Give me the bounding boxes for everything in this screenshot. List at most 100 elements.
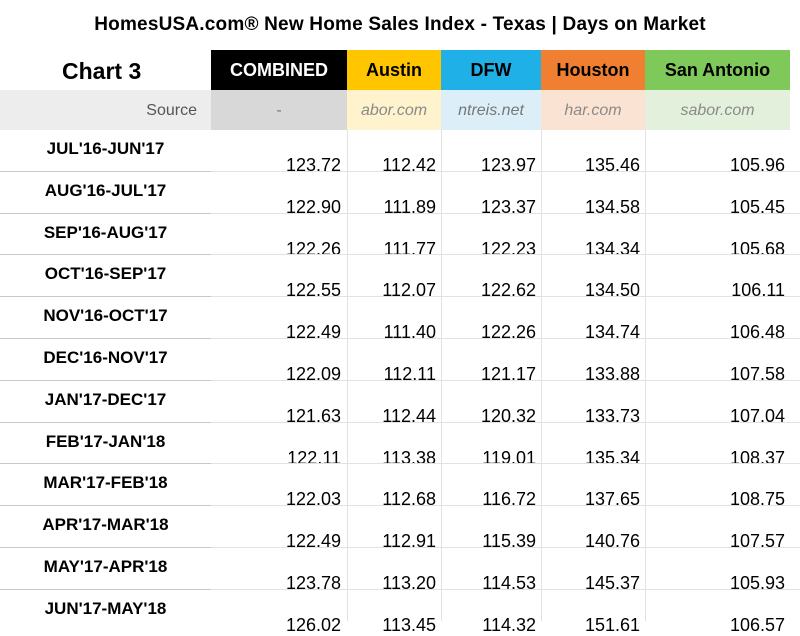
cell-dfw: 120.32 bbox=[480, 405, 536, 426]
column-header-combined: COMBINED bbox=[211, 50, 347, 90]
table-row: MAY'17-APR'18 123.78 113.20 114.53 145.37 105… bbox=[0, 548, 800, 593]
table-row: OCT'16-SEP'17 122.55 112.07 122.62 134.50 106… bbox=[0, 255, 800, 300]
cell-san-antonio: 108.75 bbox=[729, 489, 785, 510]
column-header-san-antonio: San Antonio bbox=[645, 50, 790, 90]
cell-austin: 112.44 bbox=[382, 405, 436, 426]
cell-dfw: 114.53 bbox=[482, 573, 536, 593]
cell-houston: 137.65 bbox=[584, 489, 640, 510]
row-divider bbox=[0, 379, 211, 381]
cell-combined: 123.78 bbox=[285, 573, 341, 593]
column-divider bbox=[645, 130, 646, 621]
cell-houston: 134.58 bbox=[584, 196, 640, 217]
source-combined: - bbox=[211, 90, 347, 130]
cell-combined: 122.03 bbox=[285, 489, 341, 510]
source-label: Source bbox=[0, 90, 211, 130]
cell-san-antonio: 107.58 bbox=[729, 364, 785, 384]
row-divider bbox=[0, 588, 211, 590]
row-period-label: MAY'17-APR'18 bbox=[43, 557, 168, 576]
cell-austin: 113.45 bbox=[382, 614, 436, 635]
row-divider bbox=[211, 212, 800, 214]
row-divider bbox=[0, 421, 211, 423]
column-header-houston: Houston bbox=[541, 50, 645, 90]
source-austin: abor.com bbox=[347, 90, 441, 130]
table-row: JUL'16-JUN'17 123.72 112.42 123.97 135.46 105… bbox=[0, 130, 800, 175]
source-san-antonio: sabor.com bbox=[645, 90, 790, 130]
cell-dfw: 121.17 bbox=[480, 364, 536, 384]
row-period-label: AUG'16-JUL'17 bbox=[44, 180, 167, 200]
cell-san-antonio: 106.11 bbox=[731, 280, 785, 301]
row-period-label: MAR'17-FEB'18 bbox=[43, 473, 168, 493]
cell-san-antonio: 106.48 bbox=[729, 322, 785, 343]
row-period-label: APR'17-MAR'18 bbox=[42, 515, 169, 535]
row-divider bbox=[211, 588, 800, 590]
column-header-dfw: DFW bbox=[441, 50, 541, 90]
cell-combined: 122.49 bbox=[285, 531, 341, 552]
cell-san-antonio: 107.04 bbox=[729, 405, 785, 426]
source-dfw: ntreis.net bbox=[441, 90, 541, 130]
cell-houston: 135.34 bbox=[584, 447, 640, 468]
cell-combined: 122.26 bbox=[285, 238, 341, 259]
cell-combined: 122.09 bbox=[285, 364, 341, 384]
row-divider bbox=[211, 170, 800, 172]
cell-combined: 122.49 bbox=[285, 322, 341, 343]
row-period-label: DEC'16-NOV'17 bbox=[43, 348, 168, 367]
cell-austin: 112.07 bbox=[382, 280, 436, 301]
cell-san-antonio: 105.45 bbox=[729, 196, 785, 217]
table-row: MAR'17-FEB'18 122.03 112.68 116.72 137.65 108… bbox=[0, 464, 800, 509]
cell-combined: 126.02 bbox=[285, 614, 341, 635]
cell-houston: 134.50 bbox=[584, 280, 640, 301]
column-divider bbox=[441, 130, 442, 621]
row-divider bbox=[0, 254, 211, 256]
row-divider bbox=[211, 505, 800, 507]
cell-austin: 113.38 bbox=[382, 447, 436, 468]
table-row: JAN'17-DEC'17 121.63 112.44 120.32 133.73 107… bbox=[0, 381, 800, 426]
row-divider bbox=[211, 421, 800, 423]
cell-houston: 140.76 bbox=[584, 531, 640, 552]
row-divider bbox=[211, 337, 800, 339]
cell-combined: 123.72 bbox=[285, 155, 341, 175]
row-divider bbox=[0, 337, 211, 339]
table-row: JUN'17-MAY'18 126.02 113.45 114.32 151.61 106… bbox=[0, 590, 800, 635]
cell-houston: 145.37 bbox=[584, 573, 640, 593]
table-row: FEB'17-JAN'18 122.11 113.38 119.01 135.34 108… bbox=[0, 423, 800, 468]
row-divider bbox=[0, 170, 211, 172]
cell-austin: 111.77 bbox=[383, 238, 436, 259]
source-houston: har.com bbox=[541, 90, 645, 130]
cell-austin: 112.68 bbox=[382, 489, 436, 510]
table-row: DEC'16-NOV'17 122.09 112.11 121.17 133.88 107… bbox=[0, 339, 800, 384]
row-period-label: FEB'17-JAN'18 bbox=[45, 431, 166, 451]
chart-label: Chart 3 bbox=[62, 58, 142, 84]
cell-dfw: 123.37 bbox=[480, 196, 536, 217]
column-header-austin: Austin bbox=[347, 50, 441, 90]
cell-dfw: 122.26 bbox=[480, 322, 536, 343]
cell-san-antonio: 107.57 bbox=[729, 531, 785, 552]
row-period-label: SEP'16-AUG'17 bbox=[43, 222, 168, 242]
cell-dfw: 114.32 bbox=[482, 614, 536, 635]
cell-san-antonio: 106.57 bbox=[729, 614, 785, 635]
row-period-label: OCT'16-SEP'17 bbox=[44, 264, 167, 284]
column-divider bbox=[541, 130, 542, 621]
cell-combined: 121.63 bbox=[285, 405, 341, 426]
row-period-label: JUL'16-JUN'17 bbox=[46, 139, 165, 158]
row-divider bbox=[211, 463, 800, 465]
cell-combined: 122.11 bbox=[287, 447, 341, 468]
table-row: SEP'16-AUG'17 122.26 111.77 122.23 134.34 105… bbox=[0, 214, 800, 259]
cell-san-antonio: 105.68 bbox=[729, 238, 785, 259]
row-period-label: NOV'16-OCT'17 bbox=[43, 306, 168, 326]
cell-dfw: 116.72 bbox=[482, 489, 536, 510]
row-divider bbox=[0, 296, 211, 298]
cell-san-antonio: 108.37 bbox=[729, 447, 785, 468]
cell-houston: 133.73 bbox=[584, 405, 640, 426]
cell-austin: 111.40 bbox=[383, 322, 436, 343]
table-row: NOV'16-OCT'17 122.49 111.40 122.26 134.74 106… bbox=[0, 297, 800, 342]
table-row: AUG'16-JUL'17 122.90 111.89 123.37 134.58 105… bbox=[0, 172, 800, 217]
cell-houston: 135.46 bbox=[584, 155, 640, 175]
cell-austin: 112.11 bbox=[383, 364, 436, 384]
row-period-label: JAN'17-DEC'17 bbox=[44, 389, 167, 409]
row-divider bbox=[0, 212, 211, 214]
cell-dfw: 115.39 bbox=[482, 531, 536, 552]
cell-combined: 122.55 bbox=[285, 280, 341, 301]
row-divider bbox=[0, 463, 211, 465]
table-row: APR'17-MAR'18 122.49 112.91 115.39 140.76 107… bbox=[0, 506, 800, 551]
cell-san-antonio: 105.96 bbox=[729, 155, 785, 175]
